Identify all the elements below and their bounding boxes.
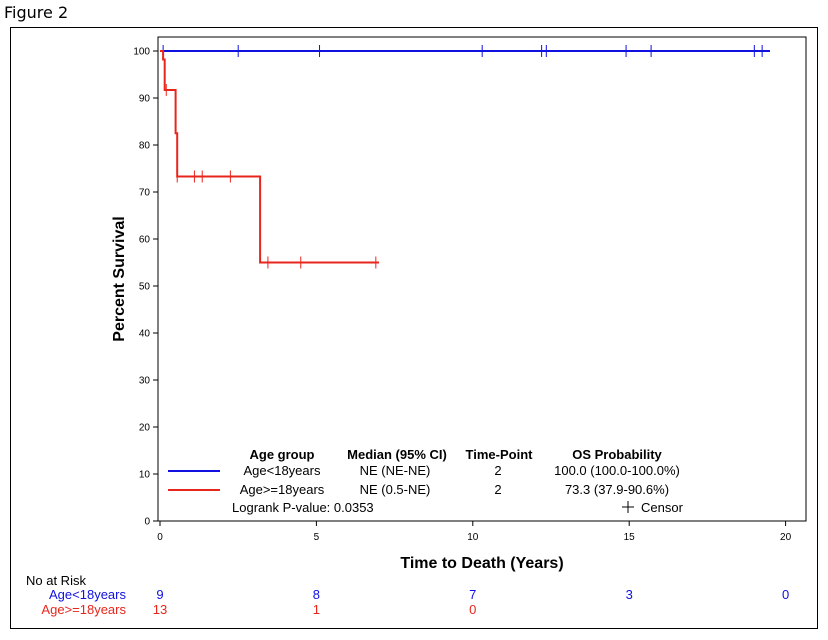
y-tick-label: 80 [139, 141, 151, 152]
x-tick-label: 10 [467, 532, 479, 543]
x-axis-title: Time to Death (Years) [400, 555, 563, 572]
figure-title: Figure 2 [4, 3, 69, 22]
y-tick-label: 10 [139, 470, 151, 481]
series-line-age-18-plus [160, 50, 379, 264]
at-risk-value: 3 [626, 587, 633, 602]
legend-timepoint: 2 [494, 482, 501, 497]
legend-header: Age group [250, 447, 315, 462]
legend-header: Median (95% CI) [347, 447, 447, 462]
y-tick-label: 70 [139, 188, 151, 199]
y-tick-label: 30 [139, 376, 151, 387]
x-tick-label: 15 [624, 532, 636, 543]
at-risk-value: 13 [153, 602, 167, 617]
censor-legend-label: Censor [641, 500, 684, 515]
y-tick-label: 50 [139, 282, 151, 293]
y-tick-label: 40 [139, 329, 151, 340]
survival-curves [160, 45, 770, 269]
at-risk-value: 1 [313, 602, 320, 617]
x-tick-label: 5 [314, 532, 320, 543]
x-axis: 0 5 10 15 20 [157, 521, 792, 543]
legend-header: Time-Point [466, 447, 534, 462]
legend: Age group Median (95% CI) Time-Point OS Pro… [168, 447, 684, 515]
at-risk-value: 8 [313, 587, 320, 602]
figure-frame [10, 27, 818, 629]
legend-median: NE (0.5-NE) [360, 482, 431, 497]
x-tick-label: 20 [780, 532, 792, 543]
at-risk-row-label: Age<18years [49, 587, 126, 602]
censor-legend-icon [622, 501, 634, 513]
legend-os-probability: 100.0 (100.0-100.0%) [554, 463, 680, 478]
y-tick-label: 0 [144, 517, 150, 528]
at-risk-row-label: Age>=18years [41, 602, 126, 617]
at-risk-value: 0 [782, 587, 789, 602]
legend-header: OS Probability [572, 447, 662, 462]
logrank-pvalue: Logrank P-value: 0.0353 [232, 500, 374, 515]
plot-area-border [157, 36, 807, 522]
legend-group: Age>=18years [240, 482, 325, 497]
legend-median: NE (NE-NE) [360, 463, 431, 478]
y-tick-label: 90 [139, 94, 151, 105]
y-axis: 0 10 20 30 40 50 60 70 80 90 100 [133, 47, 158, 528]
at-risk-value: 0 [469, 602, 476, 617]
y-tick-label: 100 [133, 47, 150, 58]
at-risk-value: 7 [469, 587, 476, 602]
y-axis-title: Percent Survival [111, 216, 128, 341]
y-tick-label: 60 [139, 235, 151, 246]
legend-group: Age<18years [244, 463, 321, 478]
at-risk-title: No at Risk [26, 573, 86, 588]
y-tick-label: 20 [139, 423, 151, 434]
x-tick-label: 0 [157, 532, 163, 543]
legend-os-probability: 73.3 (37.9-90.6%) [565, 482, 669, 497]
legend-timepoint: 2 [494, 463, 501, 478]
at-risk-value: 9 [156, 587, 163, 602]
